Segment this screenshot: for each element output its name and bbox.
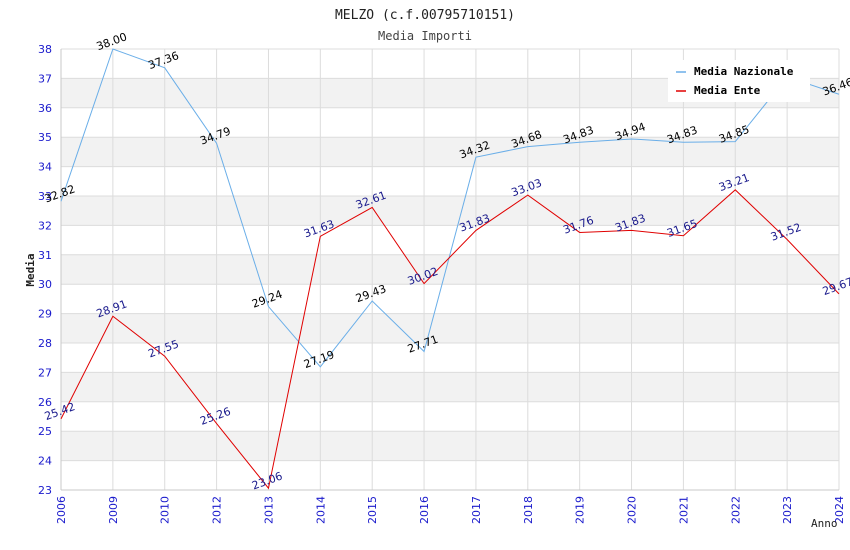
data-label: 23.06 (250, 469, 284, 492)
x-tick-label: 2014 (314, 496, 327, 524)
x-tick-label: 2017 (470, 496, 483, 524)
band-28 (61, 313, 839, 343)
x-tick-label: 2018 (522, 496, 535, 524)
y-tick-label: 37 (38, 72, 52, 85)
x-tick-label: 2013 (262, 496, 275, 524)
x-tick-label: 2012 (211, 496, 224, 524)
data-label: 38.00 (95, 30, 129, 53)
y-tick-label: 35 (38, 131, 52, 144)
plot-bands (61, 78, 839, 461)
axes (60, 49, 839, 491)
series-lines (60, 48, 840, 490)
x-tick-label: 2022 (729, 496, 742, 524)
data-label: 37.36 (147, 49, 181, 72)
band-30 (61, 254, 839, 285)
y-tick-label: 25 (38, 425, 52, 438)
y-tick-label: 29 (38, 308, 52, 321)
y-tick-label: 38 (38, 43, 52, 56)
chart-title: MELZO (c.f.00795710151) (335, 8, 515, 23)
y-tick-label: 32 (38, 219, 52, 232)
legend-label-ente: Media Ente (694, 84, 761, 97)
y-tick-label: 26 (38, 396, 52, 409)
x-tick-label: 2015 (366, 496, 379, 524)
y-tick-label: 34 (38, 161, 52, 174)
band-26 (61, 372, 839, 402)
x-tick-label: 2010 (159, 496, 172, 524)
y-tick-label: 28 (38, 337, 52, 350)
band-32 (61, 196, 839, 226)
series-line-0 (60, 48, 840, 368)
x-tick-label: 2019 (574, 496, 587, 524)
band-24 (61, 431, 839, 461)
y-tick-label: 30 (38, 278, 52, 291)
data-label: 25.26 (198, 405, 232, 428)
legend: Media Nazionale Media Ente (668, 60, 810, 102)
y-tick-label: 24 (38, 455, 52, 468)
x-tick-label: 2023 (781, 496, 794, 524)
chart-subtitle: Media Importi (378, 29, 472, 43)
x-tick-labels: 2006 2009 2010 2012 2013 2014 2015 2016 2017 2018… (55, 496, 846, 524)
y-tick-label: 31 (38, 249, 52, 262)
x-tick-label: 2016 (418, 496, 431, 524)
x-axis-title: Anno (811, 517, 838, 530)
y-tick-label: 23 (38, 484, 52, 497)
x-tick-label: 2020 (626, 496, 639, 524)
y-axis-title: Media (24, 253, 37, 286)
y-tick-label: 33 (38, 190, 52, 203)
y-tick-label: 27 (38, 366, 52, 379)
x-tick-label: 2021 (677, 496, 690, 524)
y-tick-labels: 23 24 25 26 27 28 29 30 31 32 33 34 35 36 37 38 (38, 43, 52, 497)
data-label: 29.24 (250, 288, 284, 311)
series-line-1 (60, 189, 840, 490)
x-tick-label: 2024 (833, 496, 846, 524)
y-tick-label: 36 (38, 102, 52, 115)
legend-label-nazionale: Media Nazionale (694, 65, 794, 78)
x-tick-label: 2006 (55, 496, 68, 524)
x-tick-label: 2009 (107, 496, 120, 524)
legend-box (668, 60, 810, 102)
